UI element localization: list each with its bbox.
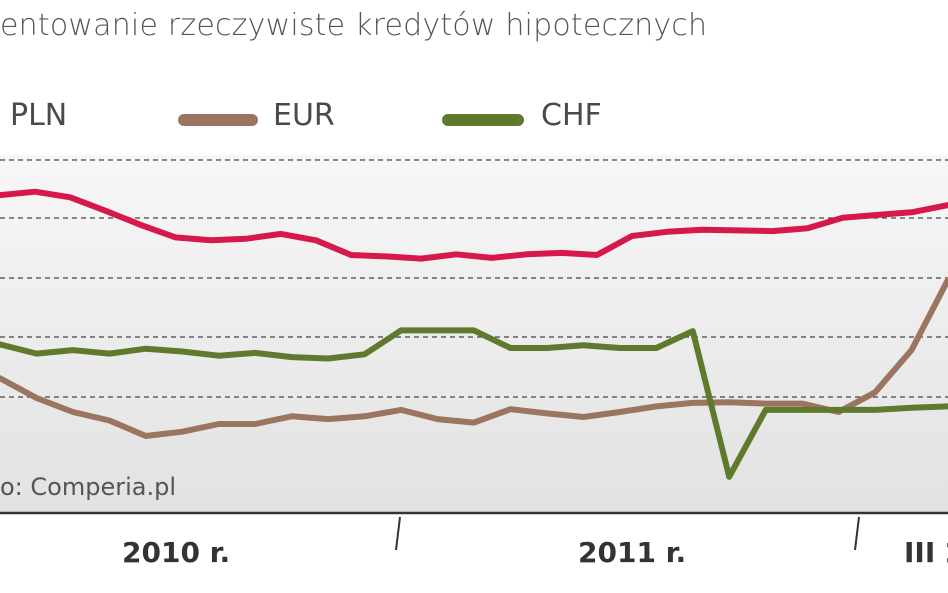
x-axis-tick xyxy=(854,516,860,551)
source-label: o: Comperia.pl xyxy=(0,473,176,501)
x-tick-label-iii: III 2 xyxy=(904,536,948,569)
x-tick-label-2011: 2011 r. xyxy=(578,536,687,569)
x-tick-label-2010: 2010 r. xyxy=(122,536,231,569)
legend-swatch-eur xyxy=(178,114,258,126)
series-line-pln xyxy=(0,188,948,262)
legend-label-pln: PLN xyxy=(10,98,68,133)
chart-title: entowanie rzeczywiste kredytów hipoteczn… xyxy=(0,8,708,43)
legend-swatch-chf xyxy=(442,114,524,126)
legend-label-chf: CHF xyxy=(541,98,602,133)
series-line-eur xyxy=(0,276,948,439)
series-line-chf xyxy=(0,327,948,480)
legend-label-eur: EUR xyxy=(273,98,335,133)
legend: PLN EUR CHF xyxy=(0,96,948,146)
x-axis-tick xyxy=(395,516,401,551)
